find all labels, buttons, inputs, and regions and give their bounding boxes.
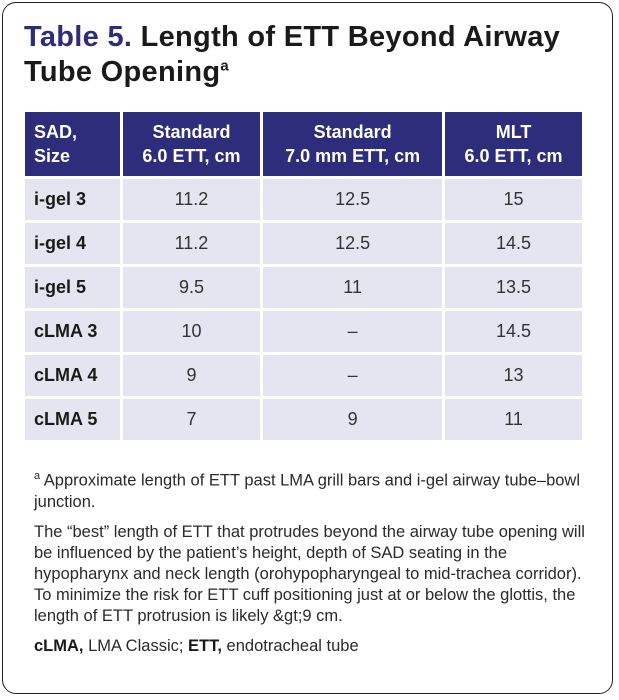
row-label: cLMA 5 (25, 399, 120, 440)
abbr-term-ett: ETT, (188, 636, 222, 655)
table-row: i-gel 3 11.2 12.5 15 (25, 179, 582, 220)
table-cell: 9 (122, 355, 261, 396)
table-row: cLMA 4 9 – 13 (25, 355, 582, 396)
abbreviations: cLMA, LMA Classic; ETT, endotracheal tub… (34, 636, 589, 657)
table-cell: 11 (445, 399, 582, 440)
row-label: cLMA 3 (25, 311, 120, 352)
abbr-term-clma: cLMA, (34, 636, 84, 655)
footnote-a-text: Approximate length of ETT past LMA grill… (34, 471, 581, 511)
title-footnote-marker: a (220, 57, 230, 75)
table-title-text: Length of ETT Beyond Airway Tube Opening (24, 21, 561, 88)
footnote-a-marker: a (34, 470, 41, 482)
table-row: i-gel 5 9.5 11 13.5 (25, 267, 582, 308)
table-cell: 15 (445, 179, 582, 220)
abbr-def-ett: endotracheal tube (221, 636, 359, 655)
header-sad-size: SAD, Size (25, 112, 120, 176)
row-label: i-gel 3 (25, 179, 120, 220)
header-standard-6: Standard 6.0 ETT, cm (122, 112, 261, 176)
header-row: SAD, Size Standard 6.0 ETT, cm Standard 7.0… (25, 112, 582, 176)
table-cell: 7 (122, 399, 261, 440)
footnote-body: The “best” length of ETT that protrudes … (34, 522, 585, 625)
table-cell: 12.5 (263, 179, 443, 220)
table-cell: 9.5 (122, 267, 261, 308)
table-cell: – (263, 311, 443, 352)
header-standard-7: Standard 7.0 mm ETT, cm (263, 112, 443, 176)
table-number: Table 5. (24, 21, 133, 53)
header-mlt-6: MLT 6.0 ETT, cm (445, 112, 582, 176)
row-label: i-gel 5 (25, 267, 120, 308)
table-cell: 10 (122, 311, 261, 352)
table-row: cLMA 5 7 9 11 (25, 399, 582, 440)
table-cell: – (263, 355, 443, 396)
footnote-a: a Approximate length of ETT past LMA gri… (34, 466, 589, 513)
table-row: i-gel 4 11.2 12.5 14.5 (25, 223, 582, 264)
table-cell: 9 (263, 399, 443, 440)
table-cell: 11.2 (122, 223, 261, 264)
table-row: cLMA 3 10 – 14.5 (25, 311, 582, 352)
table-cell: 11 (263, 267, 443, 308)
table-title: Table 5. Length of ETT Beyond Airway Tub… (24, 20, 594, 90)
table-cell: 13 (445, 355, 582, 396)
footnotes: a Approximate length of ETT past LMA gri… (34, 466, 589, 666)
table-cell: 14.5 (445, 223, 582, 264)
table-cell: 12.5 (263, 223, 443, 264)
table-cell: 11.2 (122, 179, 261, 220)
abbr-def-clma: LMA Classic; (83, 636, 189, 655)
table-cell: 14.5 (445, 311, 582, 352)
table-cell: 13.5 (445, 267, 582, 308)
row-label: i-gel 4 (25, 223, 120, 264)
data-table: SAD, Size Standard 6.0 ETT, cm Standard 7.0… (22, 109, 585, 443)
row-label: cLMA 4 (25, 355, 120, 396)
